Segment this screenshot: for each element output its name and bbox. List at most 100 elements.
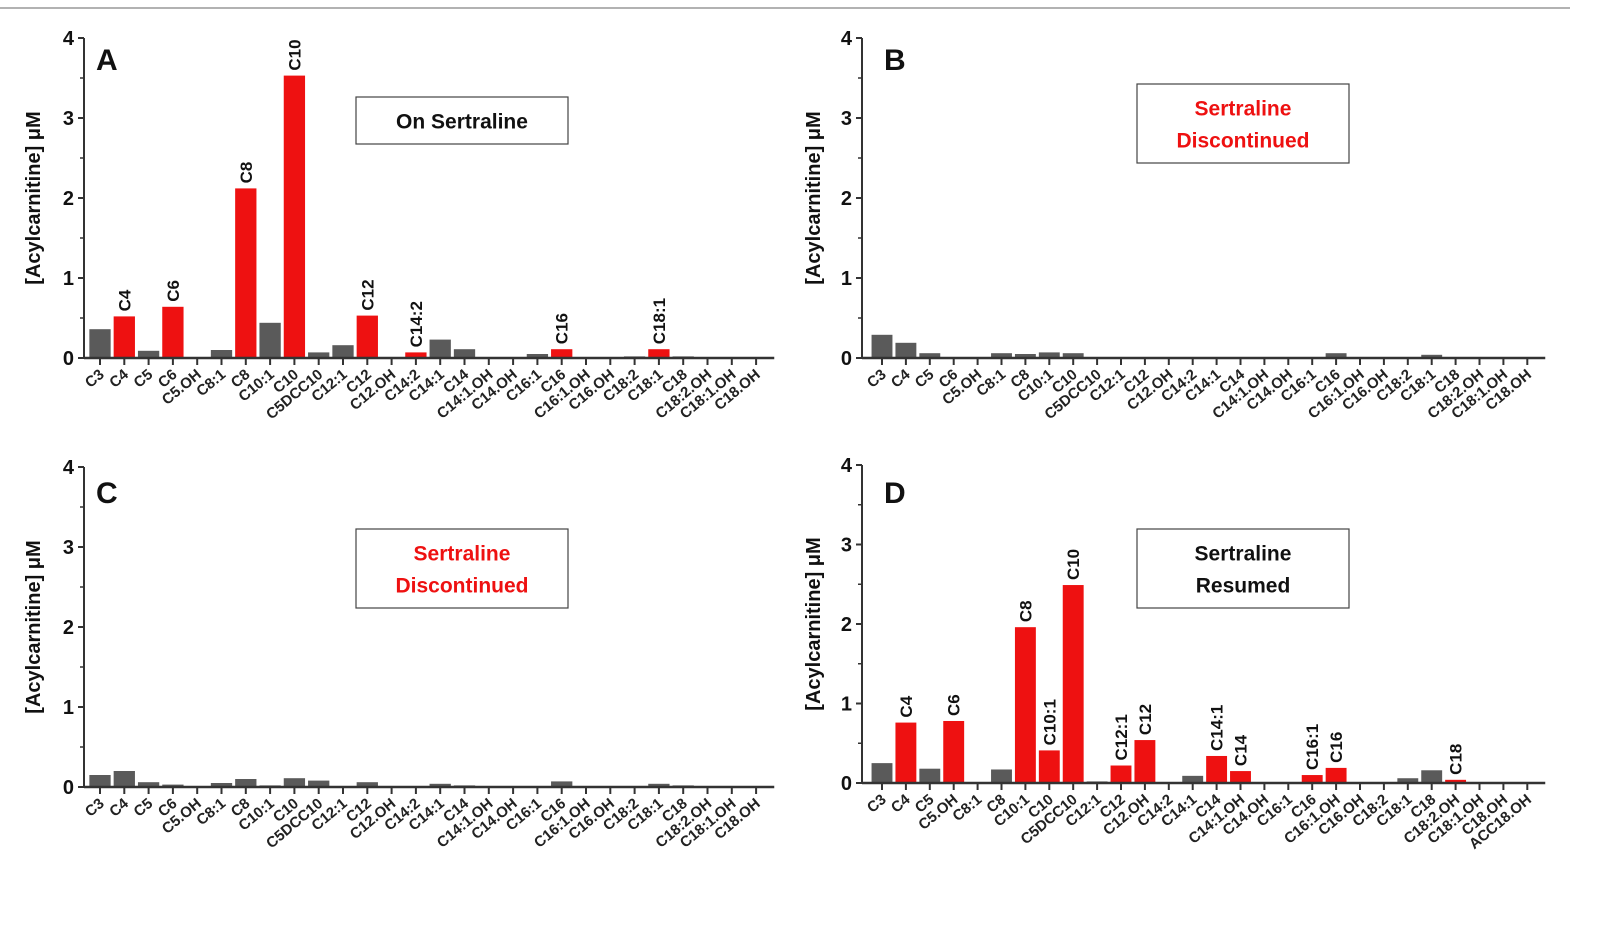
bar-C10:1 bbox=[259, 323, 280, 358]
bar-C16:1.OH bbox=[1326, 768, 1347, 783]
bar-data-label: C10:1 bbox=[1040, 699, 1059, 745]
y-tick-label: 0 bbox=[63, 348, 74, 370]
condition-label: Resumed bbox=[1196, 575, 1291, 598]
bar-C10 bbox=[284, 76, 305, 358]
bar-data-label: C12 bbox=[358, 279, 377, 310]
bar-C4 bbox=[114, 771, 135, 787]
x-tick-label: C4 bbox=[106, 795, 132, 821]
panel-letter: D bbox=[884, 477, 906, 510]
x-tick-label: C8:1 bbox=[949, 791, 985, 825]
y-tick-label: 0 bbox=[841, 348, 852, 370]
bar-data-label: C12 bbox=[1136, 704, 1155, 735]
x-tick-label: C8:1 bbox=[973, 366, 1009, 400]
bar-C3 bbox=[89, 775, 110, 787]
y-tick-label: 3 bbox=[63, 537, 74, 559]
bar-C12:1 bbox=[332, 345, 353, 358]
y-axis-label: [Acylcarnitine] μM bbox=[803, 537, 825, 710]
bar-C12 bbox=[1111, 766, 1132, 783]
bar-data-label: C18 bbox=[1447, 744, 1466, 775]
panel-letter: B bbox=[884, 44, 906, 77]
y-tick-label: 2 bbox=[63, 617, 74, 639]
bar-C14:1 bbox=[430, 340, 451, 358]
bar-C5 bbox=[919, 769, 940, 783]
bar-C12.OH bbox=[1134, 740, 1155, 783]
bar-data-label: C4 bbox=[897, 695, 916, 717]
y-axis-label: [Acylcarnitine] μM bbox=[803, 111, 825, 284]
bar-C16 bbox=[551, 349, 572, 358]
condition-label: Discontinued bbox=[395, 575, 528, 598]
bar-data-label: C14 bbox=[1232, 734, 1251, 766]
condition-label: Sertraline bbox=[1195, 98, 1292, 121]
bar-data-label: C14:1 bbox=[1208, 705, 1227, 751]
bar-data-label: C16:1 bbox=[1303, 724, 1322, 770]
bar-C14 bbox=[1206, 756, 1227, 783]
panel-letter: A bbox=[96, 44, 118, 77]
y-tick-label: 2 bbox=[841, 614, 852, 636]
bar-C18:1 bbox=[648, 349, 669, 358]
bar-data-label: C14:2 bbox=[407, 301, 426, 347]
bar-C8 bbox=[991, 769, 1012, 783]
y-tick-label: 0 bbox=[841, 773, 852, 795]
condition-label: On Sertraline bbox=[396, 111, 528, 134]
bar-data-label: C10 bbox=[1064, 549, 1083, 580]
bar-data-label: C4 bbox=[115, 289, 134, 311]
panel-letter: C bbox=[96, 477, 118, 510]
x-tick-label: C4 bbox=[888, 366, 914, 392]
bar-C4 bbox=[114, 316, 135, 358]
x-tick-label: C8:1 bbox=[193, 795, 229, 829]
y-tick-label: 0 bbox=[63, 777, 74, 799]
bar-C4 bbox=[895, 343, 916, 358]
x-tick-label: C5 bbox=[131, 795, 157, 820]
x-tick-label: C3 bbox=[82, 366, 108, 391]
bar-data-label: C12:1 bbox=[1112, 714, 1131, 760]
y-tick-label: 4 bbox=[63, 28, 75, 50]
y-tick-label: 1 bbox=[841, 268, 852, 290]
bar-C3 bbox=[872, 763, 893, 783]
y-axis-label: [Acylcarnitine] μM bbox=[23, 540, 45, 713]
y-tick-label: 3 bbox=[841, 108, 852, 130]
condition-label: Discontinued bbox=[1176, 130, 1309, 153]
x-tick-label: C4 bbox=[888, 791, 914, 817]
y-tick-label: 3 bbox=[841, 535, 852, 557]
y-axis-label: [Acylcarnitine] μM bbox=[23, 111, 45, 284]
y-tick-label: 1 bbox=[63, 697, 74, 719]
condition-label: Sertraline bbox=[1195, 543, 1292, 566]
bar-C14:1.OH bbox=[1230, 771, 1251, 783]
y-tick-label: 2 bbox=[63, 188, 74, 210]
y-tick-label: 2 bbox=[841, 188, 852, 210]
x-tick-label: C4 bbox=[106, 366, 132, 392]
x-tick-label: C3 bbox=[864, 791, 890, 816]
bar-C5DCC10 bbox=[1063, 585, 1084, 783]
y-tick-label: 1 bbox=[63, 268, 74, 290]
y-tick-label: 4 bbox=[841, 28, 853, 50]
bar-C10:1 bbox=[1015, 627, 1036, 783]
panel-d: 0 1 2 3 4 [Acylcarnitine] μM C4 C6 C8 C10:1 C10 C12… bbox=[803, 455, 1545, 853]
bar-C12 bbox=[357, 316, 378, 358]
bar-C3 bbox=[872, 335, 893, 358]
bar-C10 bbox=[284, 778, 305, 787]
bar-data-label: C6 bbox=[945, 694, 964, 716]
x-tick-label: C3 bbox=[864, 366, 890, 391]
condition-label: Sertraline bbox=[414, 543, 511, 566]
bar-C10 bbox=[1039, 750, 1060, 783]
bar-data-label: C6 bbox=[164, 280, 183, 302]
y-tick-label: 3 bbox=[63, 108, 74, 130]
bar-C18 bbox=[1421, 770, 1442, 783]
bar-C4 bbox=[895, 723, 916, 783]
bar-data-label: C16 bbox=[553, 313, 572, 344]
y-tick-label: 4 bbox=[841, 455, 853, 477]
y-tick-label: 1 bbox=[841, 694, 852, 716]
bar-data-label: C8 bbox=[1016, 600, 1035, 622]
bar-C5.OH bbox=[943, 721, 964, 783]
x-tick-label: C5 bbox=[912, 366, 938, 391]
y-tick-label: 4 bbox=[63, 457, 75, 479]
bar-C3 bbox=[89, 329, 110, 358]
bar-C8 bbox=[235, 188, 256, 358]
bar-data-label: C8 bbox=[237, 162, 256, 184]
x-tick-label: C5 bbox=[131, 366, 157, 391]
bar-data-label: C16 bbox=[1327, 732, 1346, 763]
